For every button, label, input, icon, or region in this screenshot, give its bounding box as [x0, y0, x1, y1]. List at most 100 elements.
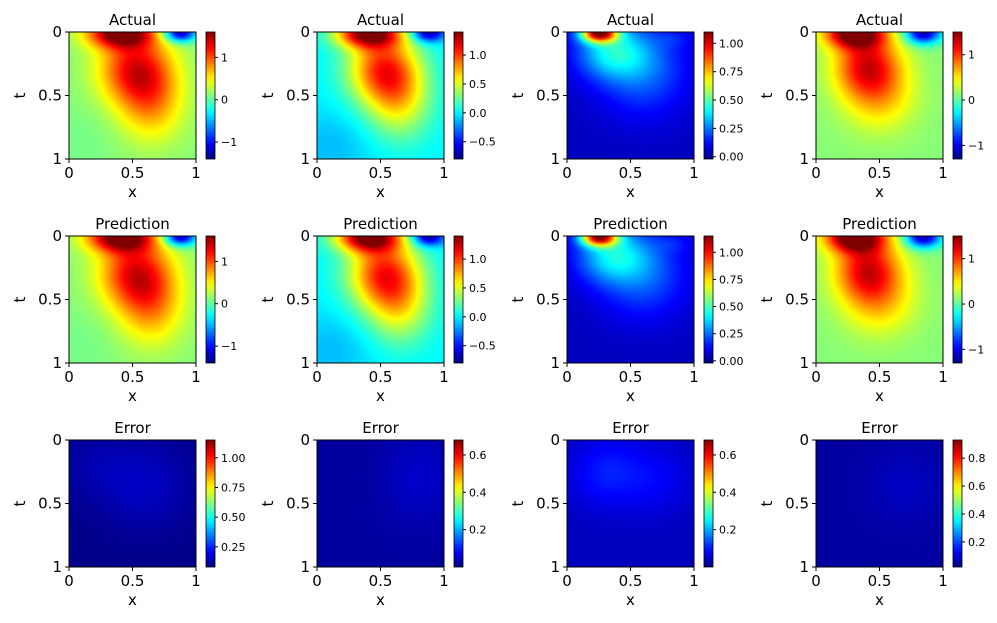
y-tick-label: 0	[300, 431, 310, 449]
x-axis-label: x	[626, 387, 635, 405]
x-tick-label: 0.5	[619, 572, 643, 590]
x-tick-label: 0	[64, 368, 74, 386]
colorbar-tick-label: 0.6	[469, 449, 487, 462]
colorbar-tick-label: −1	[968, 139, 984, 152]
y-tick-label: 1	[550, 558, 560, 576]
y-tick-label: 0.5	[286, 495, 310, 513]
colorbar-tick-label: 0.2	[719, 524, 737, 537]
x-tick-label: 0.5	[868, 368, 892, 386]
y-tick-label: 1	[52, 150, 62, 168]
colorbar-tick-label: 0.50	[719, 94, 744, 107]
x-tick-label: 0	[562, 572, 572, 590]
y-tick-label: 0	[799, 227, 809, 245]
heatmap-image	[69, 236, 196, 363]
heatmap-image	[567, 440, 694, 567]
colorbar-tick-label: 0	[968, 94, 975, 107]
y-axis-label: t	[758, 92, 776, 98]
x-tick-label: 0	[64, 572, 74, 590]
y-tick-label: 0	[550, 431, 560, 449]
y-axis-label: t	[509, 92, 527, 98]
x-axis-label: x	[626, 591, 635, 609]
colorbar-tick-label: −0.5	[469, 136, 496, 149]
y-tick-label: 1	[799, 150, 809, 168]
colorbar	[952, 439, 963, 568]
x-tick-label: 1	[938, 572, 948, 590]
y-tick-label: 1	[300, 150, 310, 168]
y-tick-label: 0	[52, 227, 62, 245]
y-tick-label: 1	[799, 354, 809, 372]
x-axis-label: x	[875, 591, 884, 609]
colorbar-tick-label: 0.25	[719, 328, 744, 341]
colorbar-tick-label: 1.00	[221, 452, 246, 465]
colorbar-tick-label: 0.6	[968, 480, 986, 493]
panel-title: Error	[861, 419, 898, 437]
heatmap-image	[816, 32, 943, 159]
heatmap-image	[567, 236, 694, 363]
x-tick-label: 0.5	[868, 572, 892, 590]
y-tick-label: 1	[550, 354, 560, 372]
x-tick-label: 0	[562, 368, 572, 386]
y-axis-label: t	[509, 296, 527, 302]
x-tick-label: 0	[811, 164, 821, 182]
colorbar-tick-label: 0.50	[719, 301, 744, 314]
colorbar-tick-label: 1	[221, 51, 228, 64]
x-tick-label: 1	[938, 368, 948, 386]
colorbar	[453, 31, 464, 160]
heatmap-image	[317, 440, 444, 567]
y-tick-label: 1	[550, 150, 560, 168]
colorbar-tick-label: 1.00	[719, 246, 744, 259]
y-tick-label: 0.5	[536, 495, 560, 513]
y-tick-label: 0.5	[785, 495, 809, 513]
colorbar	[703, 31, 714, 160]
y-axis-label: t	[758, 500, 776, 506]
panel-title: Error	[362, 419, 399, 437]
panel-title: Prediction	[343, 215, 418, 233]
colorbar-tick-label: −1	[221, 136, 237, 149]
colorbar-tick-label: 1	[221, 255, 228, 268]
x-tick-label: 1	[191, 164, 201, 182]
y-tick-label: 0	[799, 23, 809, 41]
y-tick-label: 0.5	[785, 291, 809, 309]
colorbar-tick-label: 0.25	[221, 541, 246, 554]
colorbar-tick-label: 0.0	[469, 107, 487, 120]
colorbar	[952, 235, 963, 364]
y-axis-label: t	[11, 296, 29, 302]
x-axis-label: x	[376, 387, 385, 405]
y-tick-label: 0.5	[286, 87, 310, 105]
colorbar	[205, 439, 216, 568]
x-tick-label: 1	[439, 368, 449, 386]
x-axis-label: x	[376, 183, 385, 201]
x-tick-label: 0	[811, 572, 821, 590]
x-tick-label: 0.5	[121, 368, 145, 386]
colorbar-tick-label: 0.0	[469, 311, 487, 324]
panel-title: Actual	[856, 11, 903, 29]
panel-title: Error	[612, 419, 649, 437]
colorbar-tick-label: 0.5	[469, 78, 487, 91]
colorbar-tick-label: 0.5	[469, 282, 487, 295]
y-axis-label: t	[11, 92, 29, 98]
panel-title: Error	[114, 419, 151, 437]
x-axis-label: x	[128, 591, 137, 609]
y-axis-label: t	[509, 500, 527, 506]
x-tick-label: 1	[439, 572, 449, 590]
colorbar	[703, 439, 714, 568]
x-tick-label: 0	[64, 164, 74, 182]
y-tick-label: 0.5	[536, 87, 560, 105]
x-axis-label: x	[875, 183, 884, 201]
y-tick-label: 0	[300, 23, 310, 41]
colorbar-tick-label: −1	[968, 343, 984, 356]
colorbar-tick-label: 0.25	[719, 122, 744, 135]
y-tick-label: 0.5	[785, 87, 809, 105]
